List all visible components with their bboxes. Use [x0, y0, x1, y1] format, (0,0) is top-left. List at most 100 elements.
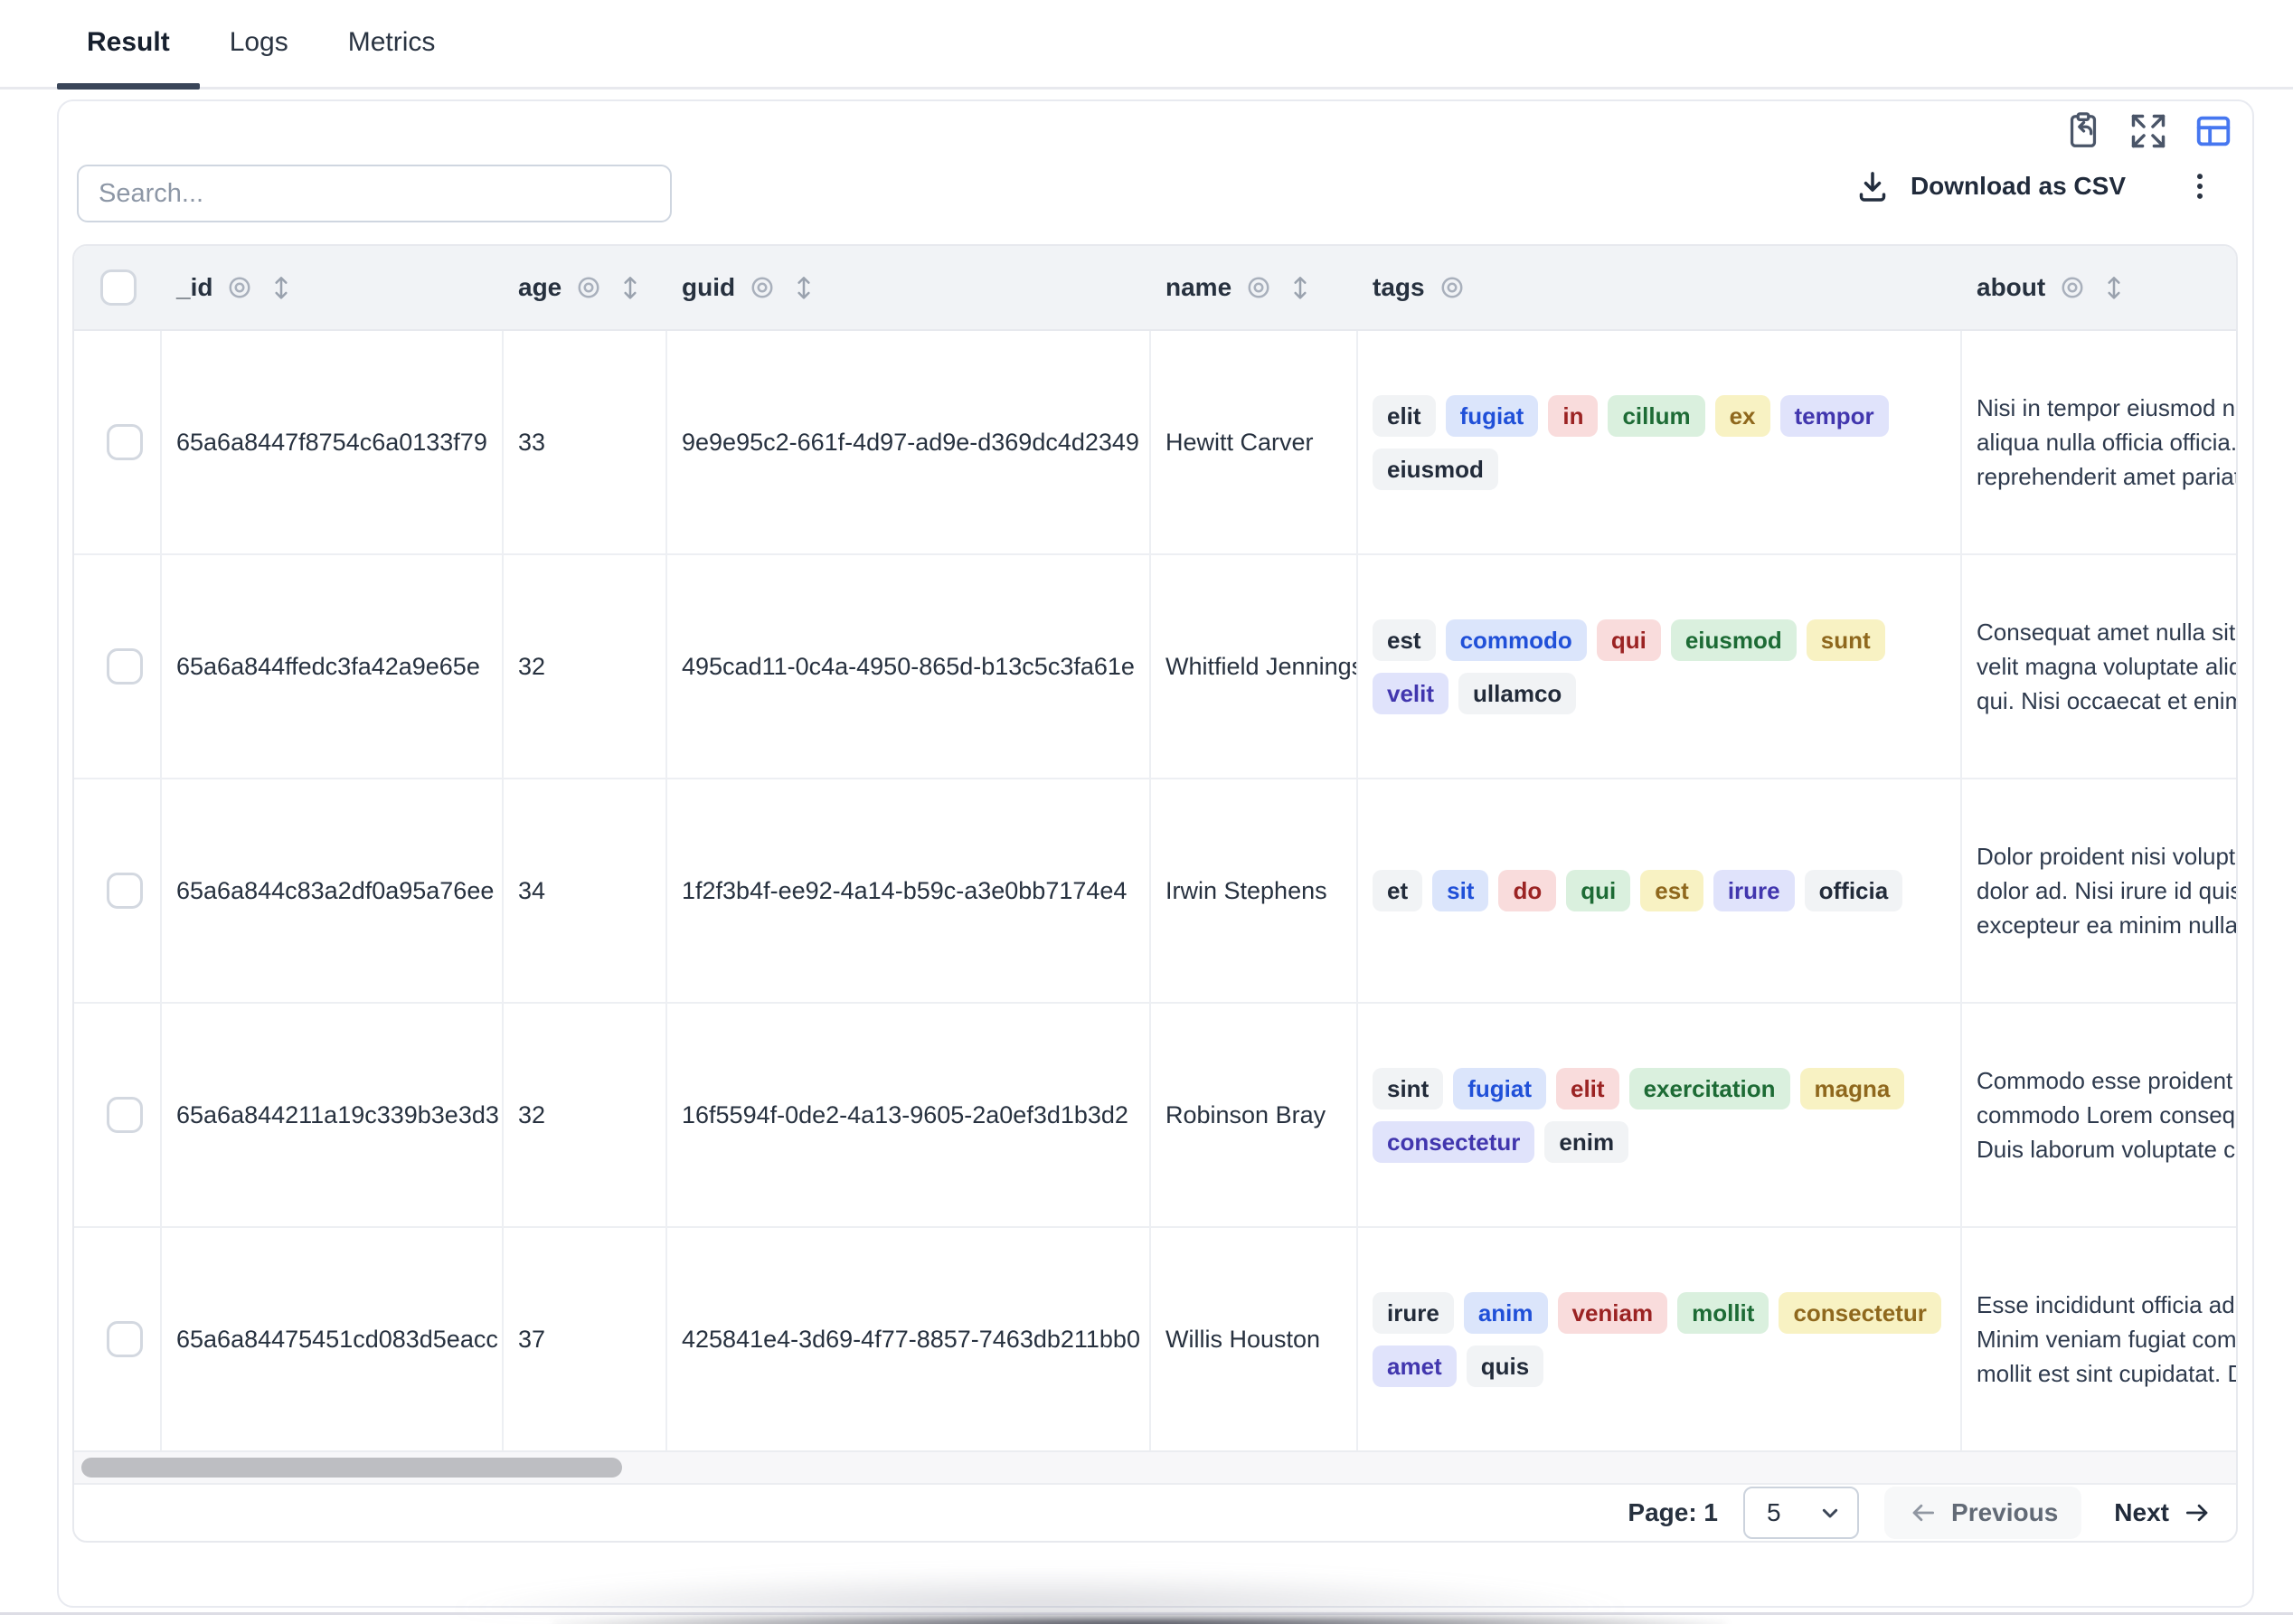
select-all-checkbox[interactable]: [99, 269, 137, 306]
horizontal-scrollbar-track[interactable]: [74, 1450, 2236, 1485]
tag-line: velit ullamco: [1373, 672, 1577, 714]
tag-chip: ex: [1714, 394, 1770, 437]
row-select-cell: [74, 331, 162, 553]
sort-icon[interactable]: [616, 273, 645, 302]
download-group: Download as CSV: [1854, 168, 2218, 204]
cell-name-text: Irwin Stephens: [1165, 876, 1327, 904]
page-indicator: Page: 1: [1628, 1498, 1719, 1526]
clipboard-import-button[interactable]: [2062, 110, 2104, 152]
visibility-icon[interactable]: [749, 274, 776, 301]
window-bottom-line: [0, 1612, 2293, 1615]
tag-line: sint fugiat elit exercitation magna: [1373, 1067, 1905, 1109]
cell-guid: 1f2f3b4f-ee92-4a14-b59c-a3e0bb7174e4: [667, 779, 1151, 1002]
table-row[interactable]: 65a6a8447f8754c6a0133f79 33 9e9e95c2-661f-…: [74, 331, 2236, 553]
cell-name-text: Hewitt Carver: [1165, 428, 1314, 456]
tag-chip: mollit: [1677, 1291, 1769, 1334]
row-checkbox[interactable]: [106, 424, 143, 460]
result-panel: Download as CSV _id age guid name tags about …: [57, 99, 2254, 1608]
tag-line: elit fugiat in cillum ex tempor: [1373, 394, 1889, 437]
table-view-icon: [2193, 110, 2234, 152]
visibility-icon[interactable]: [226, 274, 253, 301]
kebab-menu-button[interactable]: [2182, 168, 2218, 204]
visibility-icon[interactable]: [1439, 274, 1466, 301]
page-size-select[interactable]: 5: [1743, 1487, 1860, 1539]
table-row[interactable]: 65a6a844c83a2df0a95a76ee 34 1f2f3b4f-ee92-…: [74, 778, 2236, 1002]
cell-age-text: 32: [518, 1100, 546, 1128]
next-button[interactable]: Next: [2107, 1497, 2220, 1528]
about-text-line: commodo Lorem consequat: [1977, 1101, 2236, 1128]
expand-button[interactable]: [2128, 110, 2169, 152]
column-header-name: name: [1151, 246, 1358, 329]
tag-chip: elit: [1373, 394, 1436, 437]
cell-id: 65a6a844211a19c339b3e3d3: [162, 1004, 504, 1226]
search-input[interactable]: [77, 165, 672, 222]
download-csv-button[interactable]: Download as CSV: [1854, 168, 2126, 204]
tag-chip: eiusmod: [1670, 618, 1797, 661]
horizontal-scrollbar-thumb[interactable]: [81, 1458, 622, 1478]
cell-name: Irwin Stephens: [1151, 779, 1358, 1002]
chevron-down-icon: [1816, 1498, 1845, 1527]
table-header-row: _id age guid name tags about: [74, 246, 2236, 331]
visibility-icon[interactable]: [2059, 274, 2086, 301]
tag-chip: officia: [1804, 870, 1903, 911]
tab-result[interactable]: Result: [57, 0, 200, 90]
cell-guid-text: 425841e4-3d69-4f77-8857-7463db211bb0: [682, 1325, 1140, 1353]
tag-chip: commodo: [1445, 618, 1587, 661]
table-row[interactable]: 65a6a844ffedc3fa42a9e65e 32 495cad11-0c4a-…: [74, 553, 2236, 778]
sort-icon[interactable]: [2100, 273, 2128, 302]
sort-icon[interactable]: [1286, 273, 1315, 302]
tag-chip: exercitation: [1628, 1067, 1790, 1109]
about-text-line: Dolor proident nisi voluptate: [1977, 843, 2236, 870]
cell-name: Whitfield Jennings: [1151, 555, 1358, 778]
table-row[interactable]: 65a6a84475451cd083d5eacc 37 425841e4-3d69-…: [74, 1226, 2236, 1450]
cell-tags: sint fugiat elit exercitation magna consectet…: [1358, 1004, 1962, 1226]
previous-button[interactable]: Previous: [1884, 1487, 2082, 1539]
visibility-icon[interactable]: [1245, 274, 1272, 301]
column-header-age: age: [504, 246, 667, 329]
cell-id: 65a6a844c83a2df0a95a76ee: [162, 779, 504, 1002]
cell-name: Willis Houston: [1151, 1228, 1358, 1450]
cell-tags: irure anim veniam mollit consectetur amet quis: [1358, 1228, 1962, 1450]
tag-chip: do: [1498, 870, 1557, 911]
row-checkbox[interactable]: [106, 1321, 143, 1357]
cell-id: 65a6a84475451cd083d5eacc: [162, 1228, 504, 1450]
table-row[interactable]: 65a6a844211a19c339b3e3d3 32 16f5594f-0de2-…: [74, 1002, 2236, 1226]
table-view-button[interactable]: [2193, 110, 2234, 152]
sort-icon[interactable]: [789, 273, 818, 302]
tag-line: amet quis: [1373, 1345, 1544, 1387]
table-body: 65a6a8447f8754c6a0133f79 33 9e9e95c2-661f-…: [74, 331, 2236, 1450]
sort-icon[interactable]: [267, 273, 296, 302]
tab-label: Result: [87, 26, 170, 57]
column-label: about: [1977, 273, 2046, 301]
cell-guid: 425841e4-3d69-4f77-8857-7463db211bb0: [667, 1228, 1151, 1450]
arrow-right-icon: [2182, 1497, 2213, 1528]
tag-chip: qui: [1566, 870, 1631, 911]
about-text-line: dolor ad. Nisi irure id quis ex: [1977, 877, 2236, 904]
tag-chip: fugiat: [1453, 1067, 1546, 1109]
tag-chip: et: [1373, 870, 1423, 911]
visibility-icon[interactable]: [575, 274, 602, 301]
tag-line: eiusmod: [1373, 448, 1498, 490]
cell-guid: 9e9e95c2-661f-4d97-ad9e-d369dc4d2349: [667, 331, 1151, 553]
column-label: age: [518, 273, 562, 301]
tag-chip: eiusmod: [1373, 448, 1498, 490]
cell-id-text: 65a6a844c83a2df0a95a76ee: [176, 876, 495, 904]
cell-guid-text: 495cad11-0c4a-4950-865d-b13c5c3fa61e: [682, 652, 1135, 680]
row-checkbox[interactable]: [106, 873, 143, 909]
row-checkbox[interactable]: [106, 648, 143, 685]
tag-chip: amet: [1373, 1345, 1457, 1387]
window-bottom-shadow: [552, 1616, 1727, 1624]
tab-logs[interactable]: Logs: [200, 0, 318, 87]
window-bottom-glow: [452, 1570, 1628, 1613]
cell-age-text: 33: [518, 428, 546, 456]
cell-id: 65a6a8447f8754c6a0133f79: [162, 331, 504, 553]
tag-chip: irure: [1373, 1291, 1454, 1334]
tab-metrics[interactable]: Metrics: [318, 0, 466, 87]
cell-name-text: Robinson Bray: [1165, 1100, 1326, 1128]
row-checkbox[interactable]: [106, 1097, 143, 1133]
cell-id-text: 65a6a844ffedc3fa42a9e65e: [176, 652, 480, 680]
column-label: name: [1165, 273, 1232, 301]
tag-chip: sunt: [1806, 618, 1885, 661]
next-label: Next: [2114, 1498, 2169, 1526]
